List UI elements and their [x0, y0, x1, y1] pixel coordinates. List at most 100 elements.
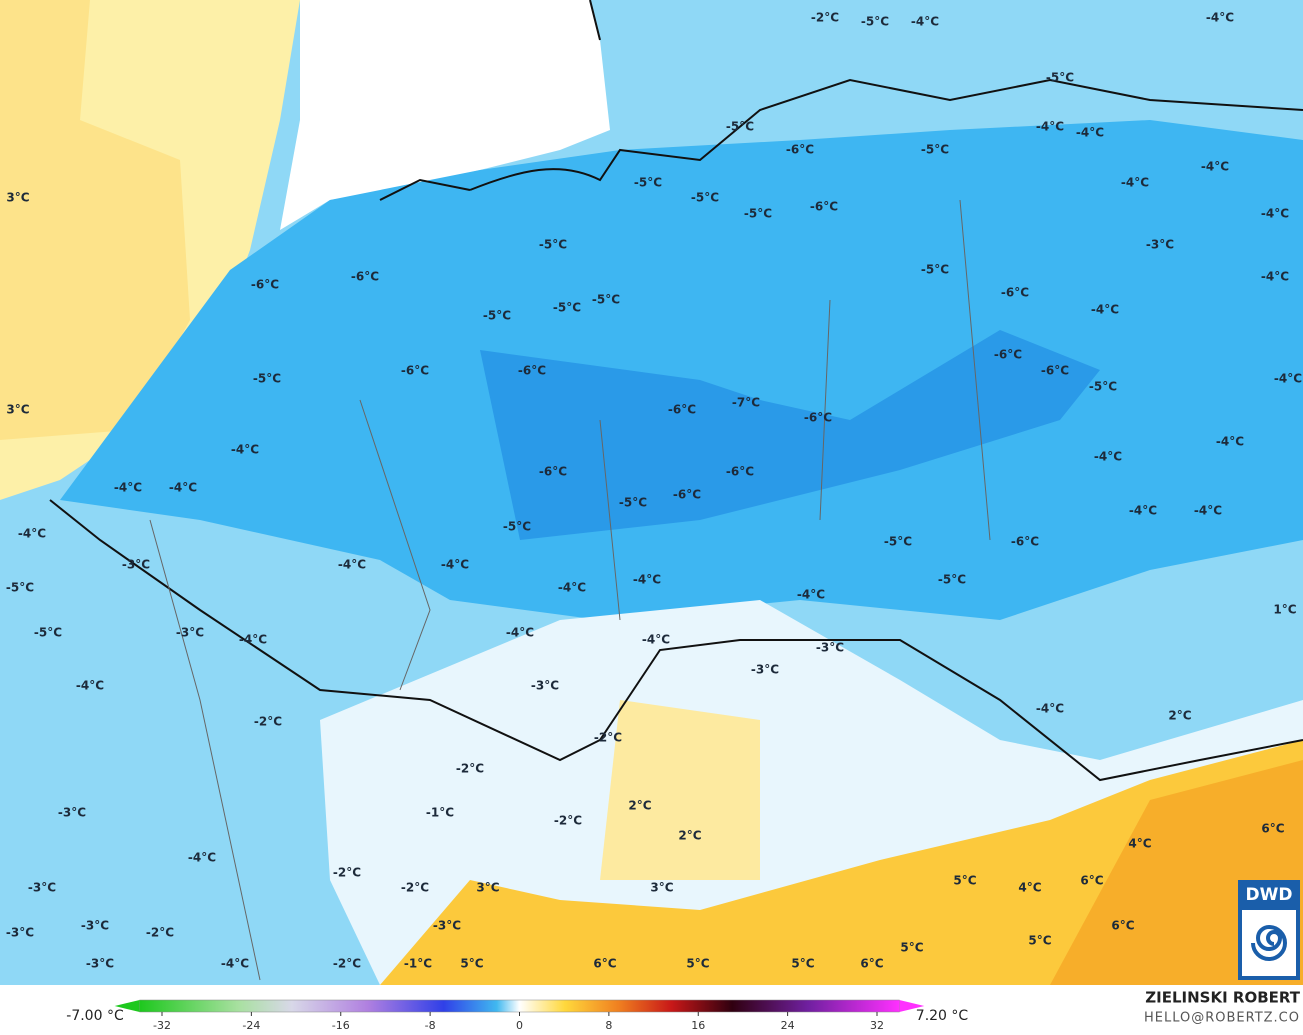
temperature-label: -5°C [34, 626, 62, 640]
temperature-label: -3°C [122, 558, 150, 572]
temperature-label: -6°C [539, 465, 567, 479]
temperature-label: -5°C [634, 176, 662, 190]
temperature-label: -5°C [744, 207, 772, 221]
temperature-label: -4°C [642, 633, 670, 647]
temperature-label: -1°C [426, 806, 454, 820]
temperature-label: -4°C [114, 481, 142, 495]
temperature-label: -2°C [333, 866, 361, 880]
temperature-label: -5°C [553, 301, 581, 315]
colorbar-tick-label: 16 [691, 1019, 705, 1032]
temperature-label: -5°C [1089, 380, 1117, 394]
temperature-label: 5°C [953, 874, 976, 888]
colorbar-body [139, 999, 900, 1013]
temperature-label: -6°C [804, 411, 832, 425]
temperature-label: -3°C [816, 641, 844, 655]
temperature-label: -4°C [239, 633, 267, 647]
temperature-label: 3°C [6, 191, 29, 205]
temperature-label: -6°C [786, 143, 814, 157]
temperature-label: 3°C [6, 403, 29, 417]
temperature-label: -5°C [619, 496, 647, 510]
temperature-label: -4°C [1121, 176, 1149, 190]
temperature-label: -3°C [751, 663, 779, 677]
temperature-label: -5°C [921, 263, 949, 277]
regional-borders [149, 199, 991, 981]
temperature-label: -6°C [1041, 364, 1069, 378]
temperature-label: -4°C [18, 527, 46, 541]
temperature-label: -3°C [176, 626, 204, 640]
temperature-label: -5°C [592, 293, 620, 307]
temperature-label: 2°C [628, 799, 651, 813]
temperature-label: 4°C [1128, 837, 1151, 851]
temperature-label: -4°C [1076, 126, 1104, 140]
temperature-label: -4°C [1206, 11, 1234, 25]
colorbar-tick-label: 32 [870, 1019, 884, 1032]
temperature-label: -5°C [1046, 71, 1074, 85]
temperature-label: -3°C [58, 806, 86, 820]
temperature-label: -4°C [1201, 160, 1229, 174]
temperature-label: -3°C [6, 926, 34, 940]
no-data-area [280, 0, 610, 230]
temperature-label: -7°C [732, 396, 760, 410]
temperature-label: -3°C [28, 881, 56, 895]
temperature-label: 5°C [791, 957, 814, 971]
temperature-label: 6°C [593, 957, 616, 971]
temperature-label: -4°C [1129, 504, 1157, 518]
temperature-label: -6°C [401, 364, 429, 378]
sea-warm-core [0, 0, 190, 440]
legend-min: -7.00 °C [66, 1008, 124, 1024]
temperature-label: -5°C [6, 581, 34, 595]
dwd-logo: DWD [1238, 880, 1300, 980]
temperature-label: -4°C [1036, 702, 1064, 716]
credit-email: HELLO@ROBERTZ.CO [1144, 1011, 1300, 1026]
temperature-label: -2°C [456, 762, 484, 776]
temperature-label: -6°C [1011, 535, 1039, 549]
borders [49, 0, 1303, 782]
temperature-label: -6°C [518, 364, 546, 378]
map [0, 0, 1303, 985]
temperature-label: -6°C [251, 278, 279, 292]
temperature-label: -2°C [146, 926, 174, 940]
temperature-label: -2°C [811, 11, 839, 25]
temperature-label: -4°C [1261, 270, 1289, 284]
colorbar-tick-label: -8 [425, 1019, 436, 1032]
temperature-label: 6°C [1261, 822, 1284, 836]
temperature-label: -4°C [1274, 372, 1302, 386]
temperature-label: 2°C [1168, 709, 1191, 723]
temperature-label: -6°C [1001, 286, 1029, 300]
temperature-label: 1°C [1273, 603, 1296, 617]
temperature-label: -2°C [554, 814, 582, 828]
temperature-label: 2°C [678, 829, 701, 843]
temperature-label: -4°C [797, 588, 825, 602]
temperature-label: -5°C [483, 309, 511, 323]
temperature-label: -4°C [169, 481, 197, 495]
temperature-label: 5°C [900, 941, 923, 955]
temperature-label: 6°C [860, 957, 883, 971]
temperature-label: -2°C [594, 731, 622, 745]
temperature-label: -4°C [221, 957, 249, 971]
temperature-label: -5°C [884, 535, 912, 549]
colorbar-tick-label: 8 [605, 1019, 612, 1032]
temperature-label: 6°C [1080, 874, 1103, 888]
temperature-label: -4°C [911, 15, 939, 29]
temperature-labels: -2°C -5°C -4°C -4°C -5°C 3°C 3°C -5°C -4°C -4°C -6… [6, 11, 1302, 971]
temperature-label: -3°C [1146, 238, 1174, 252]
temperature-label: 3°C [650, 881, 673, 895]
temperature-label: -3°C [433, 919, 461, 933]
temperature-label: -3°C [86, 957, 114, 971]
temperature-label: 3°C [476, 881, 499, 895]
temperature-label: -4°C [1194, 504, 1222, 518]
temperature-label: -3°C [81, 919, 109, 933]
temperature-label: -5°C [861, 15, 889, 29]
colorbar-arrow-high [899, 1000, 925, 1012]
temperature-label: -4°C [1036, 120, 1064, 134]
cold-land [60, 120, 1303, 620]
cold-core [480, 330, 1100, 540]
temperature-label: -5°C [938, 573, 966, 587]
temperature-label: -5°C [253, 372, 281, 386]
temperature-label: -4°C [1094, 450, 1122, 464]
logo-text: DWD [1246, 885, 1293, 905]
temperature-label: -4°C [338, 558, 366, 572]
mild-yellow [600, 700, 760, 880]
temperature-label: -4°C [76, 679, 104, 693]
